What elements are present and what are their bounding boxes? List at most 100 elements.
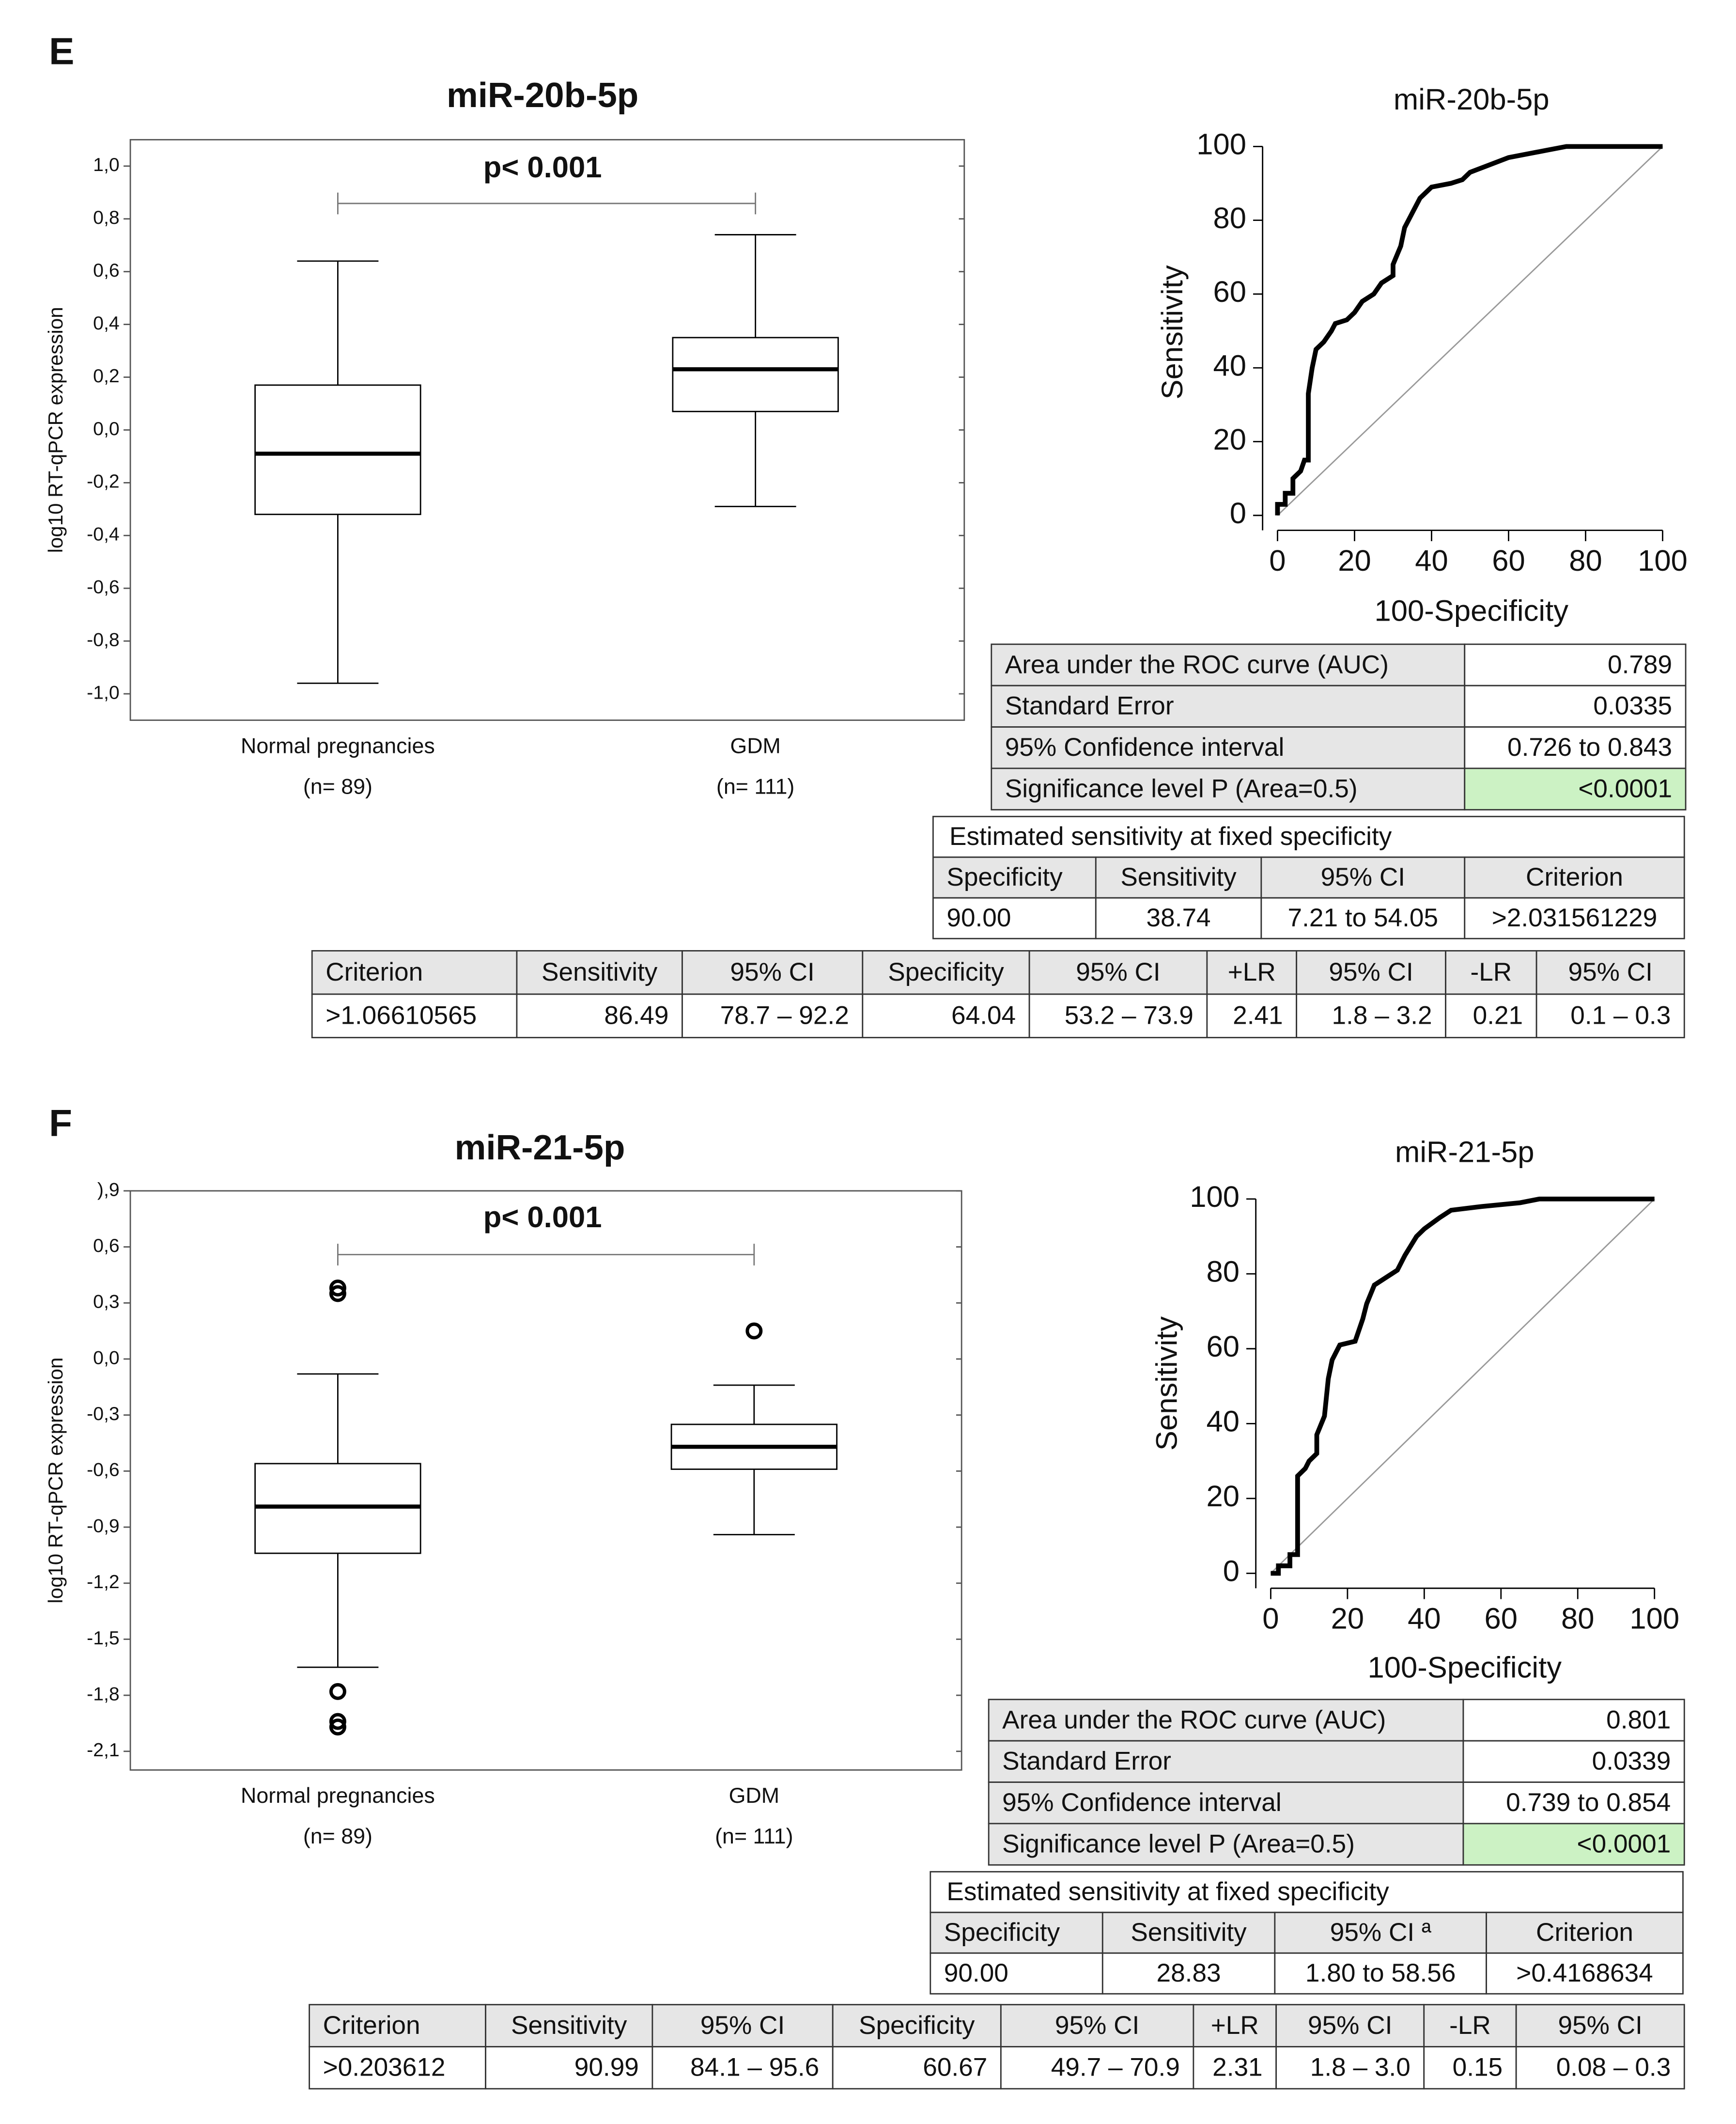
y-tick-label: 100 bbox=[1190, 1180, 1240, 1214]
table-cell bbox=[1000, 2004, 1194, 2047]
outlier bbox=[329, 1713, 346, 1730]
table-text: 0.21 bbox=[1473, 1001, 1523, 1030]
table-cell bbox=[1206, 950, 1298, 995]
table-text: Significance level P (Area=0.5) bbox=[1002, 1829, 1355, 1858]
table-cell bbox=[991, 643, 1466, 687]
table-cell bbox=[1274, 1952, 1487, 1995]
y-tick-label: -1,0 bbox=[87, 682, 120, 703]
table-cell bbox=[1535, 993, 1685, 1039]
table-text: Criterion bbox=[326, 958, 423, 986]
box bbox=[672, 337, 839, 412]
table-text: Area under the ROC curve (AUC) bbox=[1002, 1705, 1386, 1734]
table-cell bbox=[309, 2046, 486, 2090]
outlier bbox=[745, 1322, 763, 1340]
table-cell bbox=[1515, 2046, 1685, 2090]
table-text: 0.739 to 0.854 bbox=[1506, 1788, 1671, 1817]
table-text: 95% CI bbox=[1321, 863, 1405, 891]
table-cell bbox=[1515, 2004, 1685, 2047]
table-text: 0.0339 bbox=[1592, 1747, 1671, 1776]
y-tick-label: 60 bbox=[1213, 275, 1247, 309]
table-text: 1.8 – 3.2 bbox=[1332, 1001, 1432, 1030]
table-cell bbox=[1535, 950, 1685, 995]
table-text: Criterion bbox=[1536, 1918, 1633, 1947]
table-cell bbox=[1028, 950, 1208, 995]
table-text: 90.00 bbox=[946, 904, 1011, 932]
table-text: 95% CI ª bbox=[1330, 1918, 1431, 1947]
y-tick-label: 0,6 bbox=[93, 260, 119, 281]
y-tick-label: -0,9 bbox=[87, 1515, 120, 1536]
table-text: 95% CI bbox=[1329, 958, 1413, 986]
y-tick-label: 1,0 bbox=[93, 155, 119, 175]
table-cell bbox=[651, 2046, 834, 2090]
y-tick-label: -0,3 bbox=[87, 1404, 120, 1424]
table-cell bbox=[1000, 2046, 1194, 2090]
table-title: Estimated sensitivity at fixed specifici… bbox=[946, 1877, 1389, 1906]
category-note: (n= 111) bbox=[716, 774, 794, 798]
table-text: 95% CI bbox=[730, 958, 814, 986]
table-cell bbox=[832, 2046, 1002, 2090]
table-cell bbox=[1464, 726, 1687, 769]
x-axis-label: 100-Specificity bbox=[1375, 594, 1569, 628]
table-text: Sensitivity bbox=[511, 2011, 627, 2040]
panel-label: F bbox=[49, 1101, 72, 1144]
table-cell bbox=[1275, 2046, 1425, 2090]
reference-line bbox=[1277, 146, 1663, 516]
table-cell bbox=[1464, 767, 1687, 811]
p-value: p< 0.001 bbox=[483, 151, 602, 184]
table-cell bbox=[516, 993, 683, 1039]
table-cell bbox=[1464, 643, 1687, 687]
table-text: >2.031561229 bbox=[1492, 904, 1658, 932]
chart-title: miR-21-5p bbox=[455, 1128, 625, 1167]
roc-curve bbox=[1275, 144, 1663, 515]
table-text: 84.1 – 95.6 bbox=[690, 2053, 819, 2082]
x-tick-label: 20 bbox=[1338, 544, 1371, 578]
table-text: Significance level P (Area=0.5) bbox=[1005, 774, 1358, 803]
table-cell bbox=[1486, 1952, 1684, 1995]
y-tick-label: 0,2 bbox=[93, 366, 119, 387]
table-text: 95% CI bbox=[1076, 958, 1160, 986]
table-text: 95% CI bbox=[1308, 2011, 1392, 2040]
table-cell bbox=[682, 993, 864, 1039]
table-text: 38.74 bbox=[1147, 904, 1211, 932]
outlier bbox=[329, 1683, 346, 1700]
table-text: 0.789 bbox=[1608, 650, 1672, 679]
table-cell bbox=[930, 1911, 1103, 1954]
table-cell bbox=[1095, 897, 1262, 939]
x-tick-label: 60 bbox=[1492, 544, 1525, 578]
y-tick-label: 100 bbox=[1196, 128, 1246, 161]
table-cell bbox=[516, 950, 683, 995]
table-text: -LR bbox=[1449, 2011, 1491, 2040]
table-text: 7.21 to 54.05 bbox=[1288, 904, 1439, 932]
y-tick-label: -0,2 bbox=[87, 471, 120, 492]
y-tick-label: -0,8 bbox=[87, 629, 120, 650]
table-text: 0.801 bbox=[1606, 1705, 1671, 1734]
table-text: 49.7 – 70.9 bbox=[1051, 2053, 1180, 2082]
x-tick-label: 20 bbox=[1331, 1602, 1364, 1636]
table-text: +LR bbox=[1211, 2011, 1259, 2040]
category-label: GDM bbox=[730, 734, 780, 758]
x-tick-label: 0 bbox=[1262, 1602, 1279, 1636]
table-text: 95% Confidence interval bbox=[1002, 1788, 1282, 1817]
table-text: 53.2 – 73.9 bbox=[1065, 1001, 1194, 1030]
panel-label: E bbox=[49, 30, 74, 73]
chart-title: miR-20b-5p bbox=[1394, 83, 1550, 116]
x-tick-label: 80 bbox=[1569, 544, 1602, 578]
table-cell bbox=[1464, 856, 1685, 899]
table-cell bbox=[309, 2004, 486, 2047]
x-tick-label: 100 bbox=[1638, 544, 1688, 578]
category-note: (n= 111) bbox=[715, 1824, 793, 1848]
table-cell bbox=[1486, 1911, 1684, 1954]
table-text: Sensitivity bbox=[542, 958, 658, 986]
y-tick-label: -1,8 bbox=[87, 1684, 120, 1704]
y-tick-label: 20 bbox=[1213, 423, 1247, 456]
table-cell bbox=[991, 767, 1466, 811]
table-text: 95% CI bbox=[1055, 2011, 1139, 2040]
table-cell bbox=[862, 950, 1030, 995]
y-tick-label: 0,0 bbox=[93, 1347, 119, 1368]
table-text: >0.203612 bbox=[323, 2053, 446, 2082]
table-text: 78.7 – 92.2 bbox=[720, 1001, 849, 1030]
table-text: 90.99 bbox=[574, 2053, 639, 2082]
y-tick-label: -0,6 bbox=[87, 577, 120, 598]
p-value: p< 0.001 bbox=[483, 1201, 602, 1234]
